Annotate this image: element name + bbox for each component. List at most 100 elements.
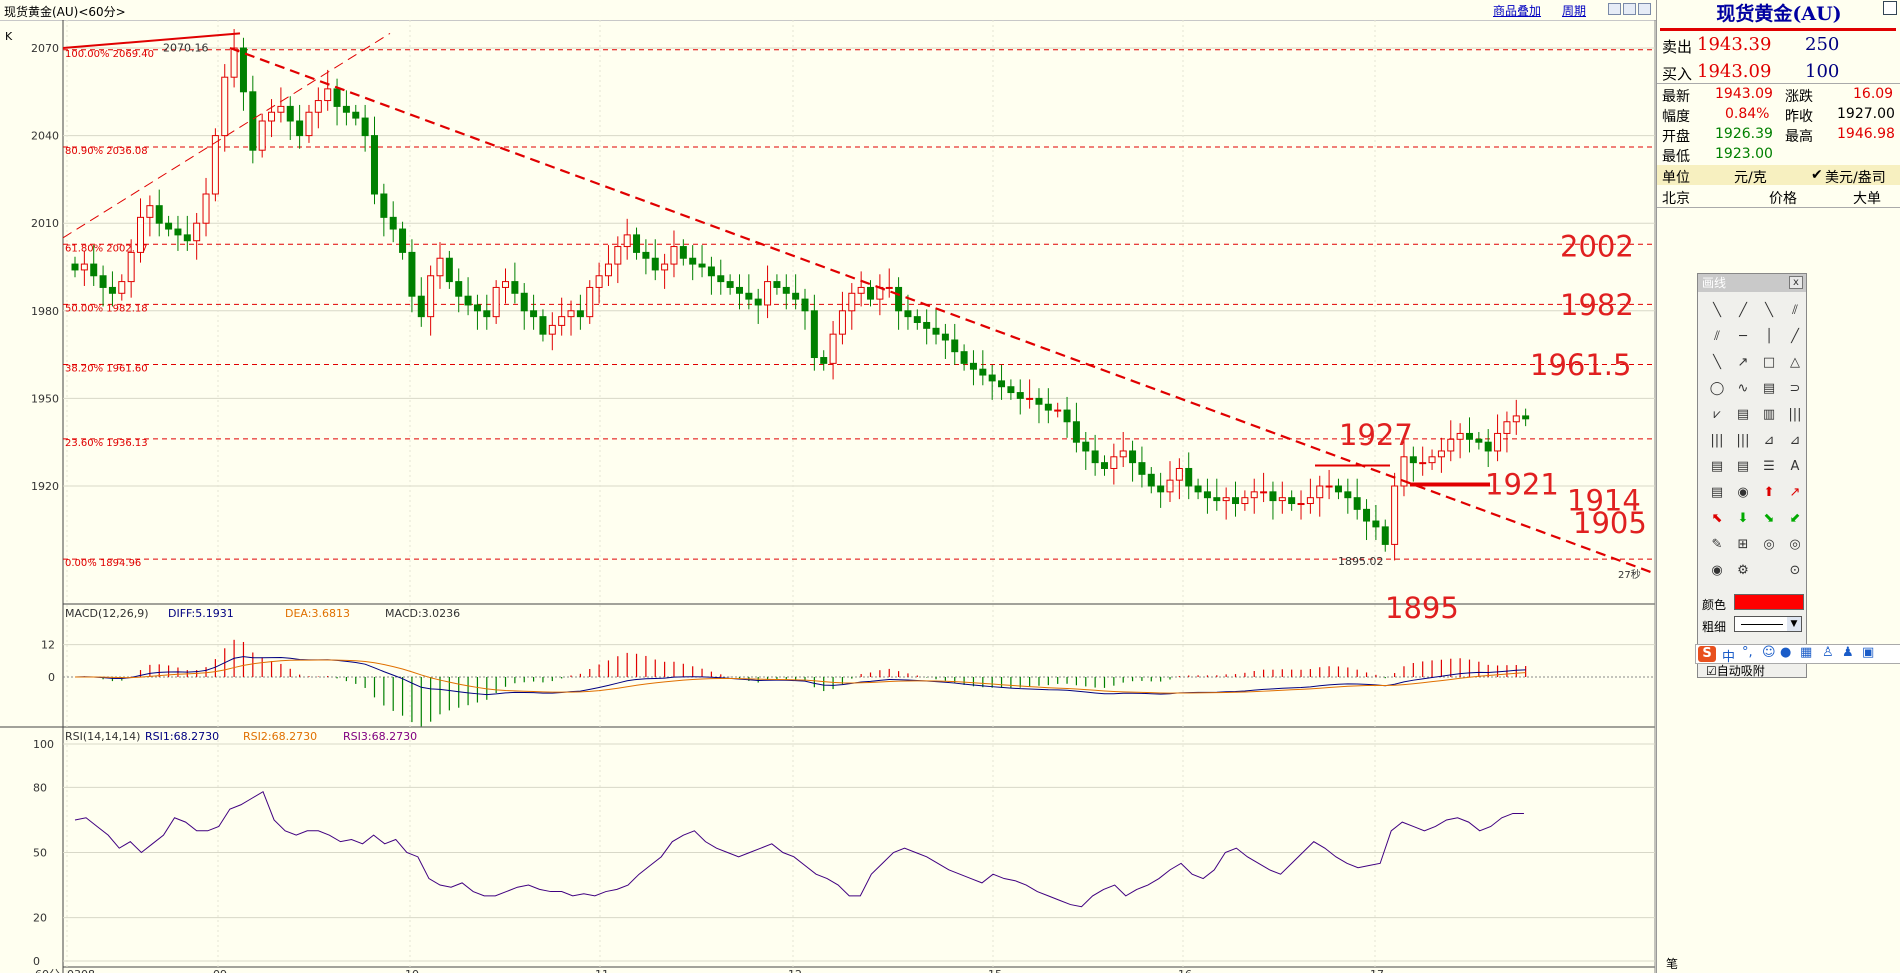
- keyboard-icon[interactable]: ▦: [1800, 645, 1813, 660]
- ime-mode[interactable]: 中: [1722, 650, 1736, 665]
- candle: [137, 216, 145, 253]
- pitch-tool-icon[interactable]: ▤: [1710, 459, 1724, 474]
- triangle-tool-icon[interactable]: △: [1790, 355, 1800, 370]
- restore-icon[interactable]: [1608, 3, 1621, 15]
- trend-tool-icon[interactable]: ╱: [1791, 329, 1799, 344]
- divider: [1657, 207, 1900, 208]
- q-value: 1926.39: [1715, 126, 1773, 142]
- candle: [735, 286, 743, 294]
- scale-icon[interactable]: ⊙: [1789, 563, 1801, 578]
- big-order-label[interactable]: 大单: [1853, 191, 1881, 207]
- ime-toolbar[interactable]: S 中 °, ☺ ● ▦ ♙ ♟ ▣: [1695, 644, 1900, 665]
- candle: [511, 281, 519, 294]
- mic-icon[interactable]: ●: [1780, 645, 1792, 660]
- fibbox-tool-icon[interactable]: ▤: [1736, 407, 1750, 422]
- x-tick-label: 11: [595, 968, 609, 973]
- upleft-arrow-icon[interactable]: ⬉: [1711, 511, 1723, 526]
- punct-icon[interactable]: °,: [1742, 645, 1753, 660]
- draw-tools-header[interactable]: 画线 x: [1698, 274, 1806, 292]
- arc-tool-icon[interactable]: ⊃: [1789, 381, 1801, 396]
- down-arrow-icon[interactable]: ⬇: [1737, 511, 1749, 526]
- downleft-arrow-icon[interactable]: ⬋: [1789, 511, 1801, 526]
- eraser-icon[interactable]: ✎: [1711, 537, 1723, 552]
- timezone-tool-icon[interactable]: |||: [1736, 433, 1750, 448]
- maximize-icon[interactable]: [1623, 3, 1636, 15]
- y-tick-label: 12: [41, 639, 55, 652]
- candle: [1166, 479, 1174, 493]
- unit-bar: 单位 元/克 ✔ 美元/盎司: [1657, 165, 1900, 186]
- period-button[interactable]: 周期: [1562, 4, 1587, 18]
- overlay-button[interactable]: 商品叠加: [1493, 4, 1542, 18]
- close-icon[interactable]: [1638, 3, 1651, 15]
- target-tool-icon[interactable]: ◉: [1737, 485, 1749, 500]
- rect-tool-icon[interactable]: □: [1762, 355, 1776, 370]
- gear-icon[interactable]: ⚙: [1737, 563, 1749, 578]
- user-icon[interactable]: ♙: [1822, 645, 1834, 660]
- upright-arrow-icon[interactable]: ↗: [1789, 485, 1801, 500]
- chart-area[interactable]: K 1920 1950 1980 2010 2040 2070 0308 09 10 11 12 15 1…: [0, 20, 1656, 973]
- sell-price: 1943.39: [1697, 34, 1772, 55]
- period-tool-icon[interactable]: |||: [1788, 407, 1802, 422]
- ruler-tool-icon[interactable]: ▤: [1710, 485, 1724, 500]
- candle: [1007, 386, 1015, 394]
- vline-tool-icon[interactable]: │: [1765, 329, 1773, 344]
- levels-tool-icon[interactable]: ☰: [1763, 459, 1775, 474]
- wave-tool-icon[interactable]: ∿: [1737, 381, 1749, 396]
- auto-attach-toggle[interactable]: ☑自动吸附: [1706, 662, 1765, 679]
- close-icon[interactable]: x: [1789, 276, 1803, 289]
- sogou-icon[interactable]: S: [1698, 646, 1716, 662]
- emoji-icon[interactable]: ☺: [1762, 645, 1776, 660]
- q-label: 最高: [1785, 129, 1813, 145]
- skin-icon[interactable]: ♟: [1842, 645, 1854, 660]
- candle: [1063, 409, 1071, 423]
- width-select[interactable]: ▼: [1734, 616, 1802, 632]
- show-icon[interactable]: ◎: [1789, 537, 1801, 552]
- ray-tool-icon[interactable]: ╱: [1739, 303, 1747, 318]
- candle: [239, 47, 247, 93]
- candle: [1278, 497, 1286, 502]
- candle: [576, 310, 584, 318]
- speed-tool-icon[interactable]: ⊿: [1789, 433, 1801, 448]
- kline-chart[interactable]: K 1920 1950 1980 2010 2040 2070 0308 09 10 11 12 15 1…: [0, 20, 1656, 973]
- blank-icon[interactable]: [1758, 560, 1780, 582]
- hide-icon[interactable]: ◎: [1763, 537, 1775, 552]
- chevron-down-icon[interactable]: ▼: [1787, 617, 1801, 631]
- checkbox-icon[interactable]: ☑: [1706, 664, 1717, 678]
- width-label: 粗细: [1702, 620, 1727, 634]
- channel-tool-icon[interactable]: ⫽: [1714, 329, 1720, 344]
- candle: [305, 111, 313, 137]
- buy-vol: 100: [1805, 61, 1840, 82]
- arrowline-tool-icon[interactable]: ╲: [1713, 355, 1721, 370]
- eye-icon[interactable]: ◉: [1711, 563, 1723, 578]
- fibfan-tool-icon[interactable]: ▤: [1762, 381, 1776, 396]
- chart-titlebar: 现货黄金(AU)<60分> 商品叠加 周期: [0, 0, 1656, 21]
- segment-tool-icon[interactable]: ╲: [1765, 303, 1773, 318]
- candle: [99, 275, 107, 288]
- fibbars-tool-icon[interactable]: ▥: [1762, 407, 1776, 422]
- panel-toggle-icon[interactable]: [1883, 1, 1897, 15]
- up-arrow-icon[interactable]: ⬆: [1763, 485, 1775, 500]
- q-label: 最新: [1662, 89, 1690, 105]
- color-swatch[interactable]: [1734, 594, 1804, 610]
- candle: [679, 246, 687, 259]
- candle: [1400, 456, 1408, 487]
- ellipse-tool-icon[interactable]: ◯: [1709, 381, 1725, 396]
- angle-tool-icon[interactable]: ⊿: [1763, 433, 1775, 448]
- text-tool-icon[interactable]: A: [1790, 459, 1800, 474]
- gann-tool-icon[interactable]: ⩗: [1713, 407, 1721, 422]
- hline-tool-icon[interactable]: ─: [1739, 329, 1747, 344]
- cycle-tool-icon[interactable]: |||: [1710, 433, 1724, 448]
- macd-macd-label: MACD:3.0236: [385, 607, 460, 620]
- toolbox-icon[interactable]: ▣: [1862, 645, 1875, 660]
- unit-value[interactable]: 元/克: [1734, 170, 1767, 186]
- color-label: 颜色: [1702, 598, 1727, 612]
- line-tool-icon[interactable]: ╲: [1713, 303, 1721, 318]
- parallel-tool-icon[interactable]: ⫽: [1792, 303, 1798, 318]
- downright-arrow-icon[interactable]: ⬊: [1763, 511, 1775, 526]
- layout-icon[interactable]: ⊞: [1737, 537, 1749, 552]
- fibchannel-tool-icon[interactable]: ▤: [1736, 459, 1750, 474]
- unit-option[interactable]: 美元/盎司: [1825, 170, 1886, 186]
- candle: [1306, 497, 1314, 505]
- price-callout: 2002: [1560, 230, 1634, 264]
- arrow-tool-icon[interactable]: ↗: [1737, 355, 1749, 370]
